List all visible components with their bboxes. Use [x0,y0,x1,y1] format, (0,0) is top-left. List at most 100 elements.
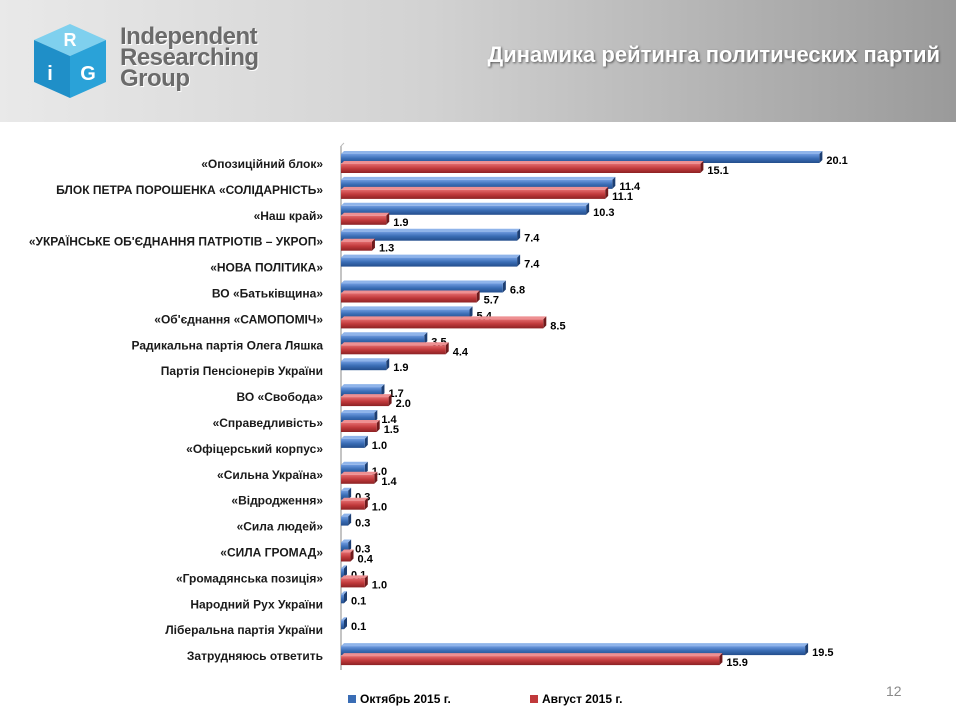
bar-side-october [344,565,347,578]
category-label: «НОВА ПОЛІТИКА» [210,261,323,275]
bar-october [341,620,344,630]
page-title: Динамика рейтинга политических партий [487,42,940,67]
data-label-october: 10.3 [593,207,614,219]
data-label-october: 7.4 [524,233,540,245]
bar-side-october [612,176,616,189]
bar-august [341,293,477,303]
bar-top-october [341,410,378,413]
bar-side-august [386,212,390,225]
bar-top-october [341,254,521,258]
bar-side-august [700,161,704,173]
bar-top-august [341,290,480,294]
logo-line-1: Independent [120,23,258,50]
logo-line-2: Researching [120,44,259,71]
bar-side-october [424,332,428,345]
bar-august [341,319,544,329]
data-label-august: 11.1 [612,191,633,203]
category-label: «Відродження» [231,494,323,508]
bar-august [341,474,375,484]
bar-side-october [381,384,385,397]
data-label-august: 2.0 [396,398,411,410]
party-rating-bar-chart: «Опозиційний блок» 20.1 15.1 БЛОК ПЕТРА ПОР… [29,142,848,670]
bar-august [341,500,365,510]
bar-october [341,413,375,422]
data-label-august: 4.4 [453,346,469,358]
bar-side-august [376,420,380,432]
bar-side-october [364,435,368,448]
bar-august [341,423,377,432]
bar-top-october [341,487,352,491]
bar-top-october [341,306,473,310]
irg-logo-icon: R i G [34,24,106,98]
bar-october [341,361,387,371]
data-label-august: 1.0 [372,502,387,514]
bar-august [341,241,372,251]
bar-side-october [819,151,823,163]
bar-october [341,154,820,163]
bar-side-october [805,643,809,656]
bar-side-august [476,290,480,303]
data-label-august: 1.4 [381,476,397,488]
bar-top-october [341,591,347,595]
bar-october [341,490,349,500]
bar-top-october [341,539,352,543]
logo-letter-i: i [47,63,53,85]
axis-depth-line [340,142,345,147]
bar-side-october [348,513,352,526]
category-label: «Справедливість» [213,416,324,430]
bar-side-august [445,342,449,355]
category-label: БЛОК ПЕТРА ПОРОШЕНКА «СОЛІДАРНІСТЬ» [56,183,323,197]
data-label-august: 5.7 [484,295,499,307]
bar-top-october [341,643,809,647]
bar-top-august [341,653,723,657]
bar-side-october [586,202,590,215]
bar-side-august [371,238,375,251]
data-label-august: 1.0 [372,579,387,591]
bar-top-august [341,238,375,242]
bar-top-october [341,358,390,362]
bar-side-october [374,410,378,422]
bar-top-october [341,384,385,388]
bar-top-october [341,461,368,465]
legend-item-august: Август 2015 г. [530,692,622,706]
bar-top-october [341,565,347,569]
bar-august [341,578,365,588]
bar-side-october [364,461,368,474]
bar-october [341,283,503,293]
data-label-october: 7.4 [524,259,540,271]
bar-august [341,397,389,407]
category-label: Народний Рух України [190,597,323,611]
bar-side-august [605,186,609,199]
data-label-october: 0.3 [355,544,370,556]
category-label: «Сила людей» [237,520,324,534]
bar-august [341,164,701,173]
logo-letter-g: G [80,63,96,85]
category-label: Партія Пенсіонерів України [161,364,323,378]
bar-side-october [348,487,352,500]
data-label-august: 15.1 [707,165,728,177]
bar-august [341,345,446,355]
bar-october [341,205,587,215]
bar-side-october [502,280,506,293]
bar-october [341,438,365,448]
bar-top-october [341,151,823,154]
category-label: «Наш край» [254,209,324,223]
logo-letter-r: R [64,30,77,50]
category-label: Радикальна партія Олега Ляшка [131,338,323,352]
bar-top-october [341,202,590,206]
category-label: Ліберальна партія України [165,623,323,637]
bar-october [341,594,344,604]
page-number: 12 [886,683,902,699]
bar-august [341,189,606,199]
bar-october [341,335,425,345]
logo-wordmark: Independent Researching Group [120,23,259,91]
legend-item-october: Октябрь 2015 г. [348,692,451,706]
legend-swatch-august [530,695,538,703]
bar-top-august [341,471,378,475]
header-banner: R i G Independent Researching Group Дина… [0,0,956,122]
legend-label-august: Август 2015 г. [542,692,623,706]
data-label-august: 1.5 [384,424,399,436]
bar-top-october [341,280,506,284]
data-label-october: 0.3 [355,518,370,530]
bar-october [341,179,613,189]
